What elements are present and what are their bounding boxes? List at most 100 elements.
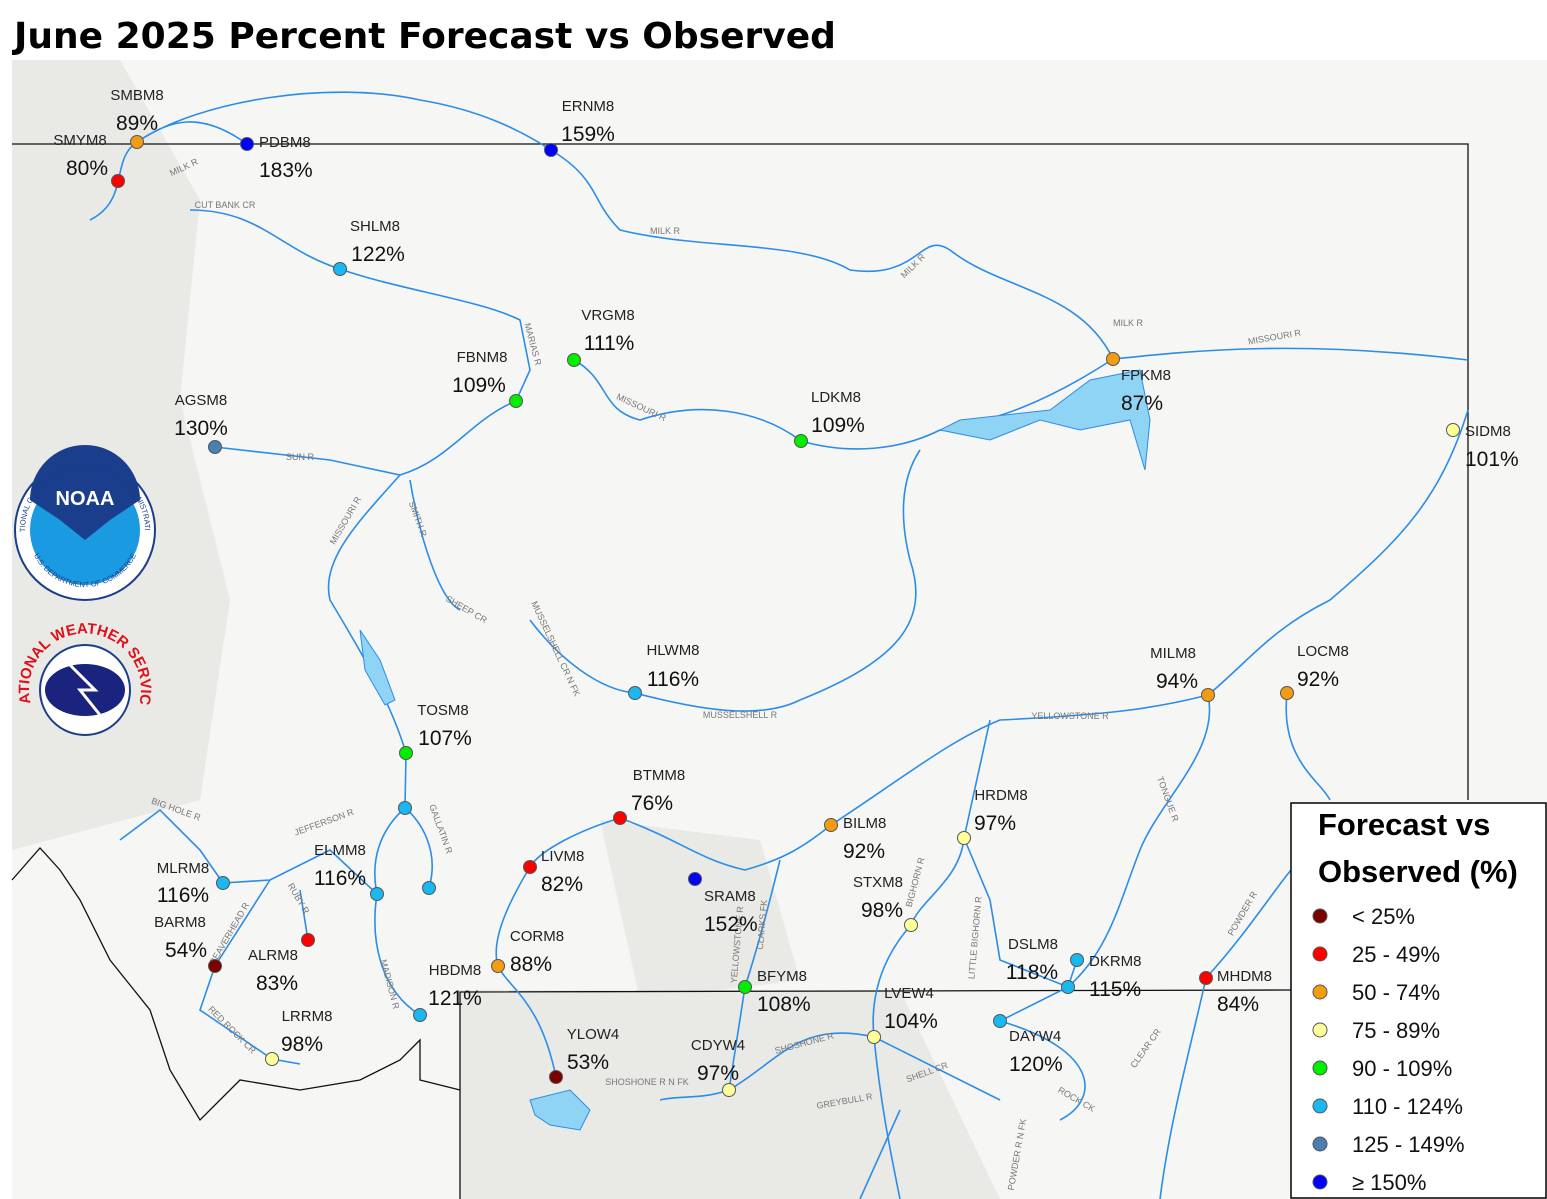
station-percent: 104% bbox=[884, 1010, 938, 1033]
station-marker bbox=[208, 959, 222, 973]
station-id: ALRM8 bbox=[248, 947, 298, 964]
station-id: DKRM8 bbox=[1089, 953, 1142, 970]
station-percent: 98% bbox=[281, 1033, 323, 1056]
station-percent: 111% bbox=[584, 332, 635, 355]
station-percent: 94% bbox=[1156, 670, 1198, 693]
unlabeled-gauge bbox=[422, 881, 436, 895]
station-marker bbox=[544, 143, 558, 157]
station-id: BARM8 bbox=[154, 914, 206, 931]
legend-swatch bbox=[1312, 908, 1328, 924]
station-id: LVEW4 bbox=[884, 985, 934, 1002]
station-percent: 183% bbox=[259, 159, 313, 182]
station-marker bbox=[1199, 971, 1213, 985]
station-percent: 97% bbox=[697, 1062, 739, 1085]
legend-label: 90 - 109% bbox=[1352, 1056, 1452, 1081]
station-marker bbox=[399, 746, 413, 760]
station-marker bbox=[216, 876, 230, 890]
legend-title: Forecast vs bbox=[1318, 807, 1490, 842]
station-id: AGSM8 bbox=[175, 392, 228, 409]
station-id: PDBM8 bbox=[259, 134, 311, 151]
station-marker bbox=[549, 1070, 563, 1084]
station-id: MILM8 bbox=[1150, 645, 1196, 662]
station-percent: 109% bbox=[811, 414, 865, 437]
river-label: CLARKS FK bbox=[755, 899, 769, 950]
station-id: HBDM8 bbox=[429, 962, 482, 979]
station-percent: 92% bbox=[1297, 668, 1339, 691]
station-id: SRAM8 bbox=[704, 888, 756, 905]
station-percent: 116% bbox=[157, 884, 209, 907]
legend-label: 125 - 149% bbox=[1352, 1132, 1465, 1157]
station-marker bbox=[523, 860, 537, 874]
legend-label: 75 - 89% bbox=[1352, 1018, 1440, 1043]
station-id: SMYM8 bbox=[53, 132, 106, 149]
station-id: LIVM8 bbox=[541, 848, 584, 865]
river-label: SUN R bbox=[286, 452, 315, 462]
station-marker bbox=[333, 262, 347, 276]
station-id: VRGM8 bbox=[581, 307, 634, 324]
station-percent: 92% bbox=[843, 840, 885, 863]
legend-swatch bbox=[1312, 984, 1328, 1000]
station-percent: 109% bbox=[452, 374, 506, 397]
station-marker bbox=[1201, 688, 1215, 702]
station-marker bbox=[370, 887, 384, 901]
station-marker bbox=[722, 1083, 736, 1097]
yellowstone-lake bbox=[529, 1089, 591, 1131]
station-marker bbox=[1070, 953, 1084, 967]
station-marker bbox=[824, 818, 838, 832]
station-marker bbox=[738, 980, 752, 994]
station-id: FBNM8 bbox=[457, 349, 508, 366]
station-id: BILM8 bbox=[843, 815, 886, 832]
station-id: SIDM8 bbox=[1465, 423, 1511, 440]
station-marker bbox=[265, 1052, 279, 1066]
station-marker bbox=[413, 1008, 427, 1022]
station-percent: 87% bbox=[1121, 392, 1163, 415]
legend-swatch bbox=[1312, 1174, 1328, 1190]
canyon-ferry-lake bbox=[359, 629, 396, 706]
station-marker bbox=[208, 440, 222, 454]
fort-peck-lake bbox=[938, 369, 1151, 471]
station-percent: 116% bbox=[647, 668, 699, 691]
station-id: CDYW4 bbox=[691, 1037, 745, 1054]
legend-label: 50 - 74% bbox=[1352, 980, 1440, 1005]
legend-swatch bbox=[1312, 1060, 1328, 1076]
station-id: BFYM8 bbox=[757, 968, 807, 985]
rivers bbox=[89, 91, 1469, 1199]
legend-swatch bbox=[1312, 1136, 1328, 1152]
stations: SMBM8 89% SMYM8 80% PDBM8 183% ERNM8 159% SHLM8 1… bbox=[53, 87, 1519, 1097]
noaa-bird bbox=[30, 445, 140, 540]
unlabeled-gauge bbox=[398, 801, 412, 815]
station-percent: 118% bbox=[1006, 961, 1058, 984]
station-id: YLOW4 bbox=[567, 1026, 620, 1043]
station-marker bbox=[1061, 980, 1075, 994]
station-id: LDKM8 bbox=[811, 389, 861, 406]
legend-label: ≥ 150% bbox=[1352, 1170, 1426, 1195]
nws-bolt bbox=[68, 663, 102, 716]
station-marker bbox=[993, 1014, 1007, 1028]
river-label: MILK R bbox=[650, 226, 681, 236]
station-id: SMBM8 bbox=[110, 87, 163, 104]
station-percent: 159% bbox=[561, 123, 615, 146]
station-percent: 107% bbox=[418, 727, 472, 750]
state-borders bbox=[11, 143, 1469, 1199]
station-percent: 53% bbox=[567, 1051, 609, 1074]
station-percent: 76% bbox=[631, 792, 673, 815]
station-marker bbox=[794, 434, 808, 448]
station-percent: 82% bbox=[541, 873, 583, 896]
river-label: YELLOWSTONE R bbox=[1031, 711, 1109, 721]
station-percent: 80% bbox=[66, 157, 108, 180]
legend-swatch bbox=[1312, 946, 1328, 962]
station-marker bbox=[301, 933, 315, 947]
legend-label: 110 - 124% bbox=[1352, 1094, 1463, 1119]
station-id: LOCM8 bbox=[1297, 643, 1349, 660]
station-percent: 54% bbox=[165, 939, 207, 962]
river-label: MILK R bbox=[1113, 318, 1144, 328]
station-marker bbox=[688, 872, 702, 886]
station-percent: 108% bbox=[757, 993, 811, 1016]
station-id: SHLM8 bbox=[350, 218, 400, 235]
station-marker bbox=[567, 353, 581, 367]
station-marker bbox=[957, 831, 971, 845]
station-percent: 97% bbox=[974, 812, 1016, 835]
legend-swatch bbox=[1312, 1022, 1328, 1038]
legend-label: < 25% bbox=[1352, 904, 1415, 929]
